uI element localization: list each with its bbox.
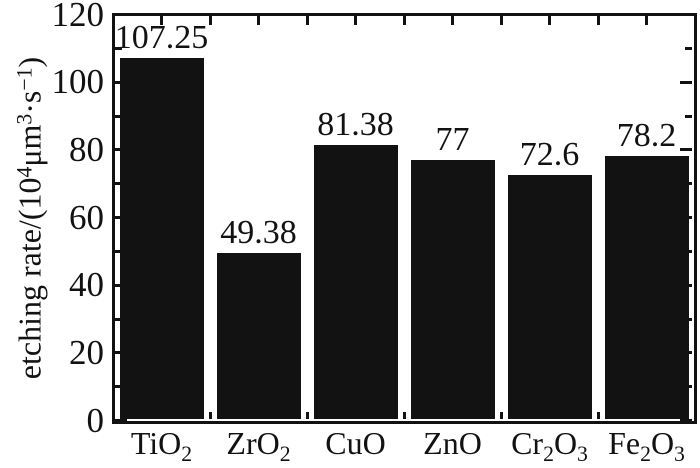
y-major-tick-left bbox=[115, 13, 127, 16]
y-major-tick-right bbox=[680, 13, 692, 16]
x-tick-label-cuo: CuO bbox=[291, 424, 421, 462]
y-major-tick-right bbox=[680, 80, 692, 84]
superscript: 4 bbox=[12, 166, 37, 178]
bar-cuo bbox=[313, 145, 398, 419]
subscript: 2 bbox=[543, 441, 554, 466]
x-top-tick bbox=[451, 16, 454, 25]
y-tick-label: 80 bbox=[69, 129, 104, 169]
x-top-tick bbox=[208, 16, 212, 25]
subscript: 2 bbox=[181, 441, 193, 466]
text-run: ZnO bbox=[423, 425, 482, 461]
text-run: Fe bbox=[608, 425, 641, 461]
y-minor-tick-right bbox=[685, 46, 692, 50]
x-bottom-tick bbox=[208, 412, 212, 419]
subscript: 2 bbox=[279, 441, 291, 466]
bar-cr2o3 bbox=[507, 174, 592, 419]
x-bottom-tick bbox=[596, 412, 600, 419]
y-major-tick-right bbox=[680, 419, 692, 422]
y-tick-label: 20 bbox=[69, 332, 104, 372]
x-tick-label-cr2o3: Cr2O3 bbox=[485, 424, 615, 468]
x-top-tick bbox=[548, 16, 551, 25]
y-minor-tick-right bbox=[685, 317, 692, 321]
x-tick-label-fe2o3: Fe2O3 bbox=[582, 424, 700, 468]
y-tick-label: 100 bbox=[51, 62, 105, 102]
text-run: O bbox=[553, 425, 578, 461]
text-run: Cr bbox=[511, 425, 544, 461]
x-tick-label-tio2: TiO2 bbox=[97, 424, 227, 468]
x-bottom-tick bbox=[499, 412, 503, 419]
text-run: etching rate/(10 bbox=[11, 177, 48, 380]
y-major-tick-left bbox=[115, 419, 127, 422]
x-bottom-tick bbox=[402, 412, 406, 419]
y-tick-label: 40 bbox=[69, 265, 104, 305]
text-run: ) bbox=[11, 56, 48, 68]
superscript: −1 bbox=[12, 67, 37, 91]
x-top-tick bbox=[305, 16, 309, 25]
x-tick-label-zro2: ZrO2 bbox=[194, 424, 324, 468]
text-run: ·s bbox=[11, 90, 48, 114]
y-minor-tick-right bbox=[685, 249, 692, 253]
x-top-tick bbox=[257, 16, 260, 25]
bar-value-label-fe2o3: 78.2 bbox=[616, 116, 677, 154]
x-top-tick bbox=[596, 16, 600, 25]
bar-value-label-zno: 77 bbox=[435, 120, 470, 158]
bar-value-label-tio2: 107.25 bbox=[114, 18, 209, 56]
bar-zno bbox=[410, 159, 495, 419]
x-top-tick bbox=[499, 16, 503, 25]
y-minor-tick-left bbox=[115, 182, 122, 186]
y-minor-tick-right bbox=[685, 114, 692, 118]
y-minor-tick-right bbox=[685, 182, 692, 186]
subscript: 3 bbox=[674, 441, 685, 466]
y-minor-tick-left bbox=[115, 317, 122, 321]
y-minor-tick-left bbox=[115, 385, 122, 389]
x-top-tick bbox=[354, 16, 357, 25]
x-top-tick bbox=[402, 16, 406, 25]
y-minor-tick-right bbox=[685, 385, 692, 389]
x-top-tick bbox=[645, 16, 648, 25]
x-tick-label-zno: ZnO bbox=[388, 424, 518, 462]
bar-zro2 bbox=[216, 253, 301, 419]
bar-value-label-zro2: 49.38 bbox=[220, 214, 297, 252]
y-minor-tick-left bbox=[115, 249, 122, 253]
plot-frame bbox=[112, 13, 697, 424]
y-axis-title: etching rate/(104μm3·s−1) bbox=[7, 56, 48, 380]
x-bottom-tick bbox=[305, 412, 309, 419]
text-run: O bbox=[650, 425, 675, 461]
text-run: TiO bbox=[130, 425, 182, 461]
y-minor-tick-left bbox=[115, 114, 122, 118]
subscript: 3 bbox=[577, 441, 588, 466]
subscript: 2 bbox=[640, 441, 651, 466]
y-tick-label: 60 bbox=[69, 197, 104, 237]
text-run: μm bbox=[11, 124, 48, 167]
y-major-tick-right bbox=[680, 148, 692, 152]
bar-value-label-cr2o3: 72.6 bbox=[519, 135, 580, 173]
superscript: 3 bbox=[12, 113, 37, 125]
x-top-tick bbox=[160, 16, 163, 25]
text-run: CuO bbox=[325, 425, 386, 461]
y-minor-tick-left bbox=[115, 46, 122, 50]
bar-tio2 bbox=[119, 57, 204, 419]
bar-value-label-cuo: 81.38 bbox=[317, 106, 394, 144]
bar-fe2o3 bbox=[604, 155, 689, 419]
y-tick-label: 0 bbox=[86, 400, 105, 440]
y-tick-label: 120 bbox=[51, 0, 105, 34]
text-run: ZrO bbox=[226, 425, 280, 461]
